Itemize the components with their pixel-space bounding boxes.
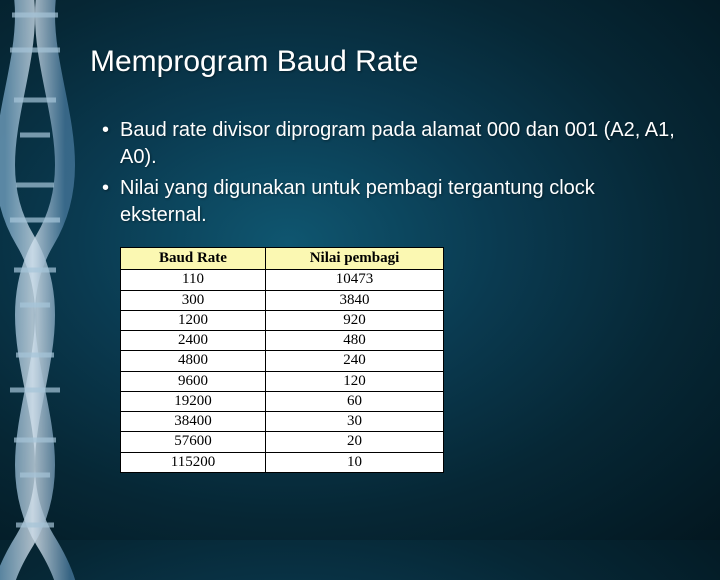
cell-baud: 110 <box>121 270 266 290</box>
cell-baud: 19200 <box>121 391 266 411</box>
cell-div: 480 <box>266 331 444 351</box>
slide-content: Memprogram Baud Rate Baud rate divisor d… <box>90 45 680 473</box>
table-row: 4800240 <box>121 351 444 371</box>
baud-rate-table: Baud Rate Nilai pembagi 11010473 3003840… <box>120 247 444 473</box>
bullet-list: Baud rate divisor diprogram pada alamat … <box>90 117 680 229</box>
table-header: Nilai pembagi <box>266 248 444 270</box>
cell-div: 20 <box>266 432 444 452</box>
cell-div: 60 <box>266 391 444 411</box>
cell-baud: 38400 <box>121 412 266 432</box>
cell-div: 3840 <box>266 290 444 310</box>
table-row: 11520010 <box>121 452 444 472</box>
table-header-row: Baud Rate Nilai pembagi <box>121 248 444 270</box>
cell-baud: 115200 <box>121 452 266 472</box>
cell-baud: 4800 <box>121 351 266 371</box>
table-row: 1200920 <box>121 310 444 330</box>
cell-baud: 57600 <box>121 432 266 452</box>
cell-div: 30 <box>266 412 444 432</box>
table-row: 1920060 <box>121 391 444 411</box>
bullet-item: Baud rate divisor diprogram pada alamat … <box>120 117 680 171</box>
cell-baud: 9600 <box>121 371 266 391</box>
page-title: Memprogram Baud Rate <box>90 45 680 79</box>
table-row: 9600120 <box>121 371 444 391</box>
table-row: 11010473 <box>121 270 444 290</box>
cell-baud: 300 <box>121 290 266 310</box>
table-row: 5760020 <box>121 432 444 452</box>
cell-baud: 2400 <box>121 331 266 351</box>
table-header: Baud Rate <box>121 248 266 270</box>
cell-div: 10473 <box>266 270 444 290</box>
table-row: 3840030 <box>121 412 444 432</box>
cell-div: 240 <box>266 351 444 371</box>
cell-baud: 1200 <box>121 310 266 330</box>
table-row: 3003840 <box>121 290 444 310</box>
table-row: 2400480 <box>121 331 444 351</box>
bullet-item: Nilai yang digunakan untuk pembagi terga… <box>120 175 680 229</box>
cell-div: 120 <box>266 371 444 391</box>
cell-div: 920 <box>266 310 444 330</box>
cell-div: 10 <box>266 452 444 472</box>
